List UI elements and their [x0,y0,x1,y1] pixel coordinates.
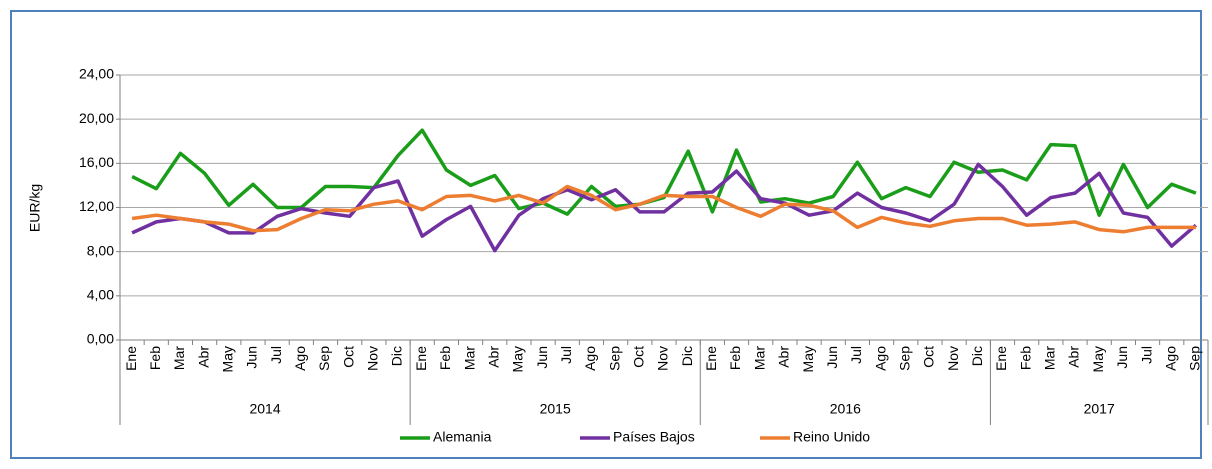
x-tick-label: Jun [1114,346,1130,369]
x-tick-label: Abr [776,346,792,368]
x-tick-label: Mar [461,346,477,370]
legend-label: Países Bajos [613,429,695,445]
legend-label: Reino Unido [793,429,870,445]
x-tick-label: Jun [244,346,260,369]
x-tick-label: Ene [413,346,429,371]
series-line [131,128,1197,217]
x-tick-label: Dic [969,346,985,366]
x-tick-label: May [800,346,816,372]
year-label: 2014 [249,401,280,417]
x-tick-label: Jul [848,346,864,364]
x-tick-label: Abr [195,346,211,368]
x-tick-label: Abr [485,346,501,368]
x-tick-label: Feb [437,346,453,370]
year-label: 2015 [540,401,571,417]
year-label: 2017 [1084,401,1115,417]
x-tick-label: Nov [655,346,671,371]
x-tick-label: Oct [340,346,356,368]
x-tick-label: Sep [316,346,332,371]
x-tick-label: Nov [945,346,961,371]
x-tick-label: Jun [534,346,550,369]
x-tick-label: Jul [1138,346,1154,364]
x-tick-label: Ene [123,346,139,371]
series-line [131,184,1196,234]
x-tick-label: May [510,346,526,372]
x-tick-label: Dic [389,346,405,366]
x-tick-label: May [220,346,236,372]
x-tick-label: Mar [1042,346,1058,370]
x-tick-label: Sep [606,346,622,371]
y-tick-label: 4,00 [87,287,114,303]
x-tick-label: Abr [1066,346,1082,368]
x-tick-label: Ago [292,346,308,371]
x-tick-label: Feb [727,346,743,370]
year-label: 2016 [830,401,861,417]
x-tick-label: Oct [921,346,937,368]
y-tick-label: 24,00 [79,66,114,82]
y-tick-label: 8,00 [87,242,114,258]
x-tick-label: Sep [1187,346,1203,371]
x-tick-label: Sep [896,346,912,371]
x-tick-label: May [1090,346,1106,372]
x-tick-label: Feb [1017,346,1033,370]
y-axis-label: EUR/kg [27,184,43,232]
y-tick-label: 0,00 [87,331,114,347]
x-tick-label: Dic [679,346,695,366]
x-tick-label: Ago [872,346,888,371]
x-tick-label: Mar [171,346,187,370]
x-tick-label: Mar [751,346,767,370]
x-tick-label: Ene [703,346,719,371]
x-tick-label: Jun [824,346,840,369]
x-tick-label: Oct [631,346,647,368]
y-tick-label: 12,00 [79,198,114,214]
y-tick-label: 16,00 [79,154,114,170]
x-tick-label: Nov [365,346,381,371]
legend-label: Alemania [433,429,492,445]
x-tick-label: Jul [268,346,284,364]
x-tick-label: Jul [558,346,574,364]
series-line [131,162,1198,253]
x-tick-label: Ago [582,346,598,371]
x-tick-label: Ago [1162,346,1178,371]
chart-border [10,10,1202,459]
x-tick-label: Ene [993,346,1009,371]
y-tick-label: 20,00 [79,110,114,126]
x-tick-label: Feb [147,346,163,370]
